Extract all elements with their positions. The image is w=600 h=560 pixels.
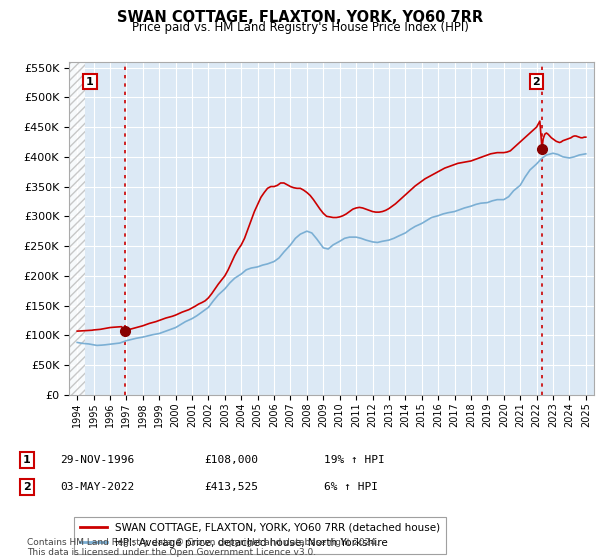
Text: £108,000: £108,000 <box>204 455 258 465</box>
Text: 6% ↑ HPI: 6% ↑ HPI <box>324 482 378 492</box>
Text: 29-NOV-1996: 29-NOV-1996 <box>60 455 134 465</box>
Text: 03-MAY-2022: 03-MAY-2022 <box>60 482 134 492</box>
Text: 2: 2 <box>532 77 540 87</box>
Text: £413,525: £413,525 <box>204 482 258 492</box>
Text: 19% ↑ HPI: 19% ↑ HPI <box>324 455 385 465</box>
Text: Contains HM Land Registry data © Crown copyright and database right 2024.
This d: Contains HM Land Registry data © Crown c… <box>27 538 379 557</box>
Text: 2: 2 <box>23 482 31 492</box>
Text: 1: 1 <box>23 455 31 465</box>
Text: SWAN COTTAGE, FLAXTON, YORK, YO60 7RR: SWAN COTTAGE, FLAXTON, YORK, YO60 7RR <box>117 10 483 25</box>
Polygon shape <box>69 62 85 395</box>
Text: 1: 1 <box>86 77 94 87</box>
Legend: SWAN COTTAGE, FLAXTON, YORK, YO60 7RR (detached house), HPI: Average price, deta: SWAN COTTAGE, FLAXTON, YORK, YO60 7RR (d… <box>74 517 446 554</box>
Text: Price paid vs. HM Land Registry's House Price Index (HPI): Price paid vs. HM Land Registry's House … <box>131 21 469 34</box>
